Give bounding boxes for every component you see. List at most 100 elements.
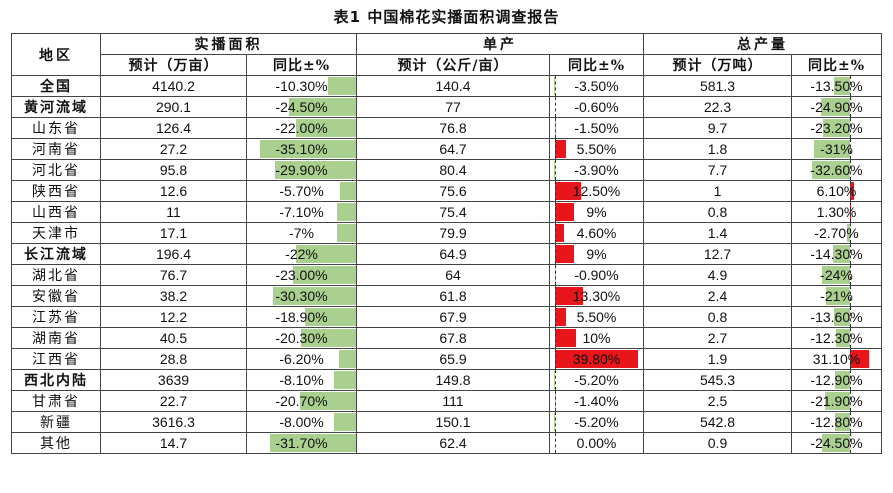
table-row: 甘肃省 22.7 -20.70% 111 -1.40% 2.5 -21.90%	[11, 390, 882, 412]
header-row-sub: 预计（万亩） 同比±% 预计（公斤/亩） 同比±% 预计（万吨） 同比±%	[12, 54, 882, 76]
yield-yoy-cell: -1.50%	[549, 117, 644, 139]
bar-axis-line	[849, 118, 851, 138]
yield-estimate-cell: 77	[356, 96, 550, 118]
yield-yoy-value: 12.50%	[572, 183, 621, 199]
output-estimate-cell: 581.3	[643, 75, 792, 97]
yield-yoy-cell: 13.30%	[549, 285, 644, 307]
bar-axis-line	[849, 370, 851, 390]
output-estimate-cell: 7.7	[643, 159, 792, 181]
area-estimate-cell: 27.2	[100, 138, 247, 160]
bar-axis-line	[849, 139, 851, 159]
output-estimate-cell: 4.9	[643, 264, 792, 286]
bar-axis-line	[849, 307, 851, 327]
yield-yoy-value: -0.60%	[574, 99, 619, 115]
bar-axis-line	[554, 160, 556, 180]
header-area-estimate: 预计（万亩）	[100, 54, 247, 76]
table-row: 全国 4140.2 -10.30% 140.4 -3.50% 581.3 -13.50%	[11, 75, 882, 97]
negative-bar	[835, 413, 850, 431]
area-estimate-cell: 40.5	[100, 327, 247, 349]
positive-bar	[554, 350, 639, 368]
region-cell: 安徽省	[11, 285, 101, 307]
output-yoy-value: 6.10%	[816, 183, 857, 199]
output-estimate-cell: 542.8	[643, 411, 792, 433]
yield-yoy-value: -0.90%	[574, 267, 619, 283]
area-yoy-cell: -18.90%	[246, 306, 357, 328]
area-yoy-value: -29.90%	[275, 162, 328, 178]
negative-bar	[834, 77, 850, 95]
output-estimate-cell: 0.8	[643, 306, 792, 328]
table-row: 江苏省 12.2 -18.90% 67.9 5.50% 0.8 -13.60%	[11, 306, 882, 328]
yield-yoy-value: 39.80%	[572, 351, 621, 367]
region-cell: 其他	[11, 432, 101, 454]
negative-bar	[296, 245, 356, 263]
region-cell: 全国	[11, 75, 101, 97]
bar-axis-line	[554, 202, 556, 222]
table-row: 河北省 95.8 -29.90% 80.4 -3.90% 7.7 -32.60%	[11, 159, 882, 181]
output-estimate-cell: 9.7	[643, 117, 792, 139]
output-yoy-value: -24.90%	[810, 99, 863, 115]
output-yoy-cell: -24.90%	[791, 96, 882, 118]
area-yoy-value: -31.70%	[275, 435, 328, 451]
area-estimate-cell: 12.6	[100, 180, 247, 202]
negative-bar	[300, 329, 356, 347]
area-yoy-cell: -22%	[246, 243, 357, 265]
area-yoy-cell: -23.00%	[246, 264, 357, 286]
positive-bar	[554, 308, 567, 326]
area-estimate-cell: 12.2	[100, 306, 247, 328]
table-row: 陕西省 12.6 -5.70% 75.6 12.50% 1 6.10%	[11, 180, 882, 202]
negative-bar	[273, 287, 356, 305]
area-yoy-value: -23.00%	[275, 267, 328, 283]
table-row: 长江流域 196.4 -22% 64.9 9% 12.7 -14.30%	[11, 243, 882, 265]
bar-axis-line	[849, 286, 851, 306]
yield-yoy-cell: 9%	[549, 201, 644, 223]
yield-estimate-cell: 76.8	[356, 117, 550, 139]
region-cell: 黄河流域	[11, 96, 101, 118]
output-yoy-cell: 31.10%	[791, 348, 882, 370]
bar-axis-line	[554, 328, 556, 348]
table-row: 安徽省 38.2 -30.30% 61.8 13.30% 2.4 -21%	[11, 285, 882, 307]
area-yoy-cell: -7.10%	[246, 201, 357, 223]
output-yoy-cell: 1.30%	[791, 201, 882, 223]
area-yoy-value: -30.30%	[275, 288, 328, 304]
yield-yoy-cell: 5.50%	[549, 306, 644, 328]
region-cell: 山西省	[11, 201, 101, 223]
negative-bar	[554, 371, 555, 389]
header-area-yoy: 同比±%	[246, 54, 357, 76]
output-yoy-value: -24%	[820, 267, 853, 283]
area-estimate-cell: 22.7	[100, 390, 247, 412]
output-yoy-value: -12.90%	[810, 372, 863, 388]
positive-bar	[554, 203, 574, 221]
output-estimate-cell: 2.7	[643, 327, 792, 349]
yield-yoy-value: 9%	[586, 204, 607, 220]
area-yoy-cell: -22.00%	[246, 117, 357, 139]
yield-yoy-cell: -0.90%	[549, 264, 644, 286]
area-estimate-cell: 11	[100, 201, 247, 223]
output-estimate-cell: 545.3	[643, 369, 792, 391]
bar-axis-line	[849, 223, 851, 243]
yield-estimate-cell: 75.4	[356, 201, 550, 223]
area-yoy-cell: -5.70%	[246, 180, 357, 202]
bar-axis-line	[554, 97, 556, 117]
output-yoy-value: -21%	[820, 288, 853, 304]
area-yoy-value: -7.10%	[279, 204, 324, 220]
bar-axis-line	[849, 160, 851, 180]
area-yoy-value: -20.70%	[275, 393, 328, 409]
bar-axis-line	[554, 244, 556, 264]
bar-axis-line	[849, 76, 851, 96]
table-row: 河南省 27.2 -35.10% 64.7 5.50% 1.8 -31%	[11, 138, 882, 160]
header-output-estimate: 预计（万吨）	[643, 54, 792, 76]
positive-bar	[554, 287, 583, 305]
output-estimate-cell: 12.7	[643, 243, 792, 265]
output-estimate-cell: 2.4	[643, 285, 792, 307]
yield-yoy-value: 5.50%	[576, 141, 617, 157]
output-estimate-cell: 1.8	[643, 138, 792, 160]
region-cell: 新疆	[11, 411, 101, 433]
yield-estimate-cell: 150.1	[356, 411, 550, 433]
table-body: 全国 4140.2 -10.30% 140.4 -3.50% 581.3 -13.50% 黄河…	[11, 75, 882, 454]
area-estimate-cell: 28.8	[100, 348, 247, 370]
output-yoy-cell: -21.90%	[791, 390, 882, 412]
region-cell: 湖南省	[11, 327, 101, 349]
area-yoy-value: -5.70%	[279, 183, 324, 199]
negative-bar	[336, 224, 356, 242]
area-yoy-cell: -24.50%	[246, 96, 357, 118]
